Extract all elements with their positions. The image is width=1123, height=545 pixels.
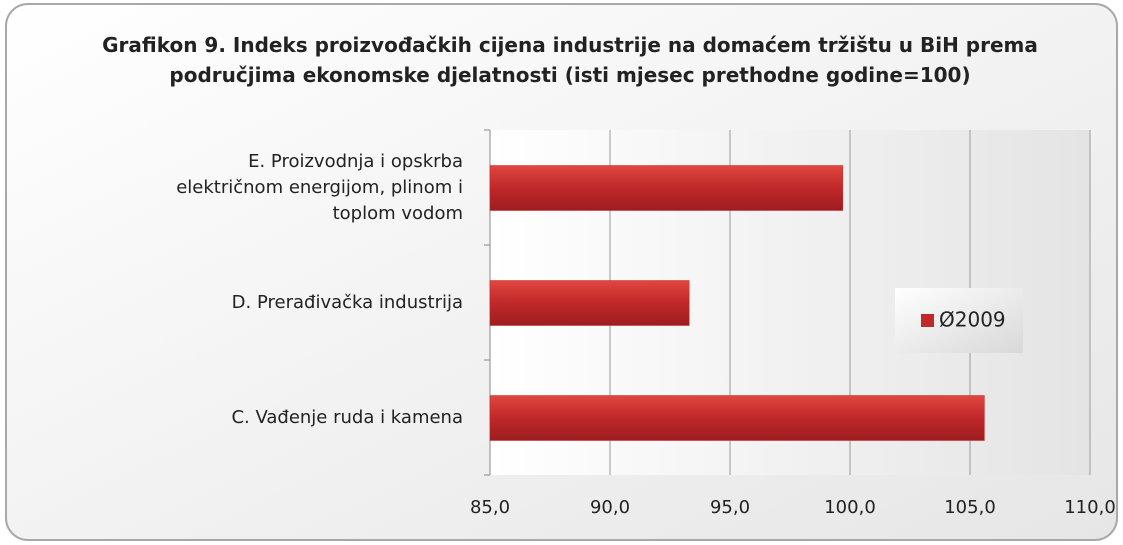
x-tick-label: 100,0 [824,497,876,518]
chart-title: Grafikon 9. Indeks proizvođačkih cijena … [102,33,1038,87]
bar [489,395,985,441]
x-tick-label: 95,0 [710,497,750,518]
x-tick-label: 85,0 [470,497,510,518]
legend-box [895,288,1023,353]
x-tick-label: 105,0 [944,497,996,518]
legend-marker [921,314,934,327]
y-tick-label: E. Proizvodnja i opskrba električnom ene… [176,150,463,224]
x-tick-label: 90,0 [590,497,630,518]
x-tick-label: 110,0 [1064,497,1116,518]
bar [489,165,844,211]
y-tick-label: D. Prerađivačka industrija [231,291,463,313]
bar [489,280,690,326]
y-tick-label: C. Vađenje ruda i kamena [231,406,463,428]
legend-label: Ø2009 [939,308,1006,332]
